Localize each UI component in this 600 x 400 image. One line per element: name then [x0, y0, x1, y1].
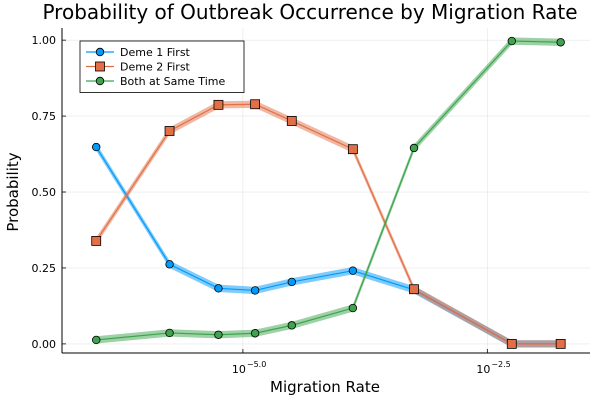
data-point: [214, 330, 223, 339]
data-point: [92, 142, 101, 152]
series-2: [92, 36, 565, 345]
chart-title: Probability of Outbreak Occurrence by Mi…: [42, 0, 577, 24]
legend-item: Deme 1 First: [86, 46, 191, 59]
data-point: [214, 284, 223, 293]
data-point: [250, 286, 260, 295]
data-point: [164, 126, 175, 136]
data-point: [507, 36, 516, 46]
data-point: [409, 143, 419, 153]
data-point: [556, 38, 565, 47]
y-tick-label: 0.75: [32, 110, 57, 123]
data-point: [286, 116, 297, 126]
data-point: [347, 144, 358, 155]
legend-item: Both at Same Time: [86, 75, 225, 88]
data-point: [287, 321, 296, 330]
legend-label: Deme 1 First: [120, 46, 191, 59]
x-axis-label: Migration Rate: [270, 378, 380, 396]
legend-label: Deme 2 First: [120, 61, 191, 74]
x-tick-exponent: −5.0: [247, 360, 266, 369]
data-point: [409, 284, 419, 295]
data-point: [213, 99, 224, 110]
x-tick-label: 10: [232, 363, 246, 376]
data-point: [91, 236, 102, 246]
data-point: [287, 277, 296, 287]
legend-item: Deme 2 First: [86, 61, 191, 74]
data-point: [165, 328, 174, 338]
data-point: [165, 260, 174, 269]
y-tick-label: 1.00: [32, 34, 57, 47]
data-point: [506, 338, 517, 349]
data-point: [250, 99, 261, 110]
grid: [62, 28, 590, 353]
data-point: [555, 338, 566, 349]
series-1: [91, 99, 566, 349]
series-layer: [91, 36, 566, 349]
data-point: [348, 266, 358, 275]
x-tick-exponent: −2.5: [491, 360, 510, 369]
legend-label: Both at Same Time: [120, 75, 225, 88]
legend-marker: [95, 47, 105, 57]
legend-marker: [95, 61, 105, 72]
y-tick-label: 0.25: [32, 262, 57, 275]
data-point: [92, 335, 101, 345]
y-tick-label: 0.00: [32, 338, 57, 351]
y-axis-label: Probability: [4, 152, 22, 231]
legend-marker: [95, 76, 105, 86]
data-point: [250, 329, 260, 338]
data-point: [348, 303, 358, 313]
x-tick-label: 10: [476, 363, 490, 376]
y-tick-label: 0.50: [32, 186, 57, 199]
